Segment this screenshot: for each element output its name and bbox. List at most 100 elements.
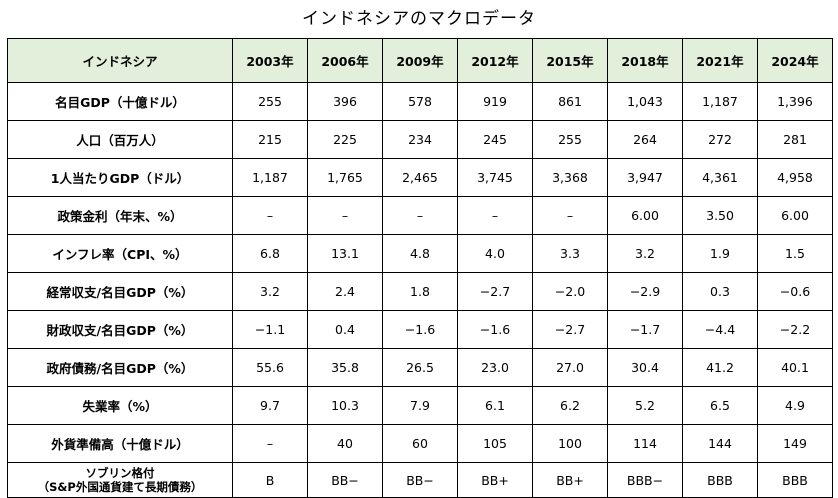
row-label: 失業率（%）: [7, 386, 233, 425]
table-cell: −1.6: [382, 310, 458, 349]
table-cell: −2.7: [457, 272, 533, 311]
row-label: 政府債務/名目GDP（%）: [7, 348, 233, 387]
table-cell: 1.5: [757, 234, 833, 273]
table-cell: 3,947: [607, 158, 683, 197]
table-cell: 4.9: [757, 386, 833, 425]
table-cell: 0.3: [682, 272, 758, 311]
table-cell: B: [232, 462, 308, 498]
table-cell: 1,187: [232, 158, 308, 197]
table-row: 政府債務/名目GDP（%） 55.6 35.8 26.5 23.0 27.0 30.4 41.…: [7, 348, 833, 387]
table-cell: 7.9: [382, 386, 458, 425]
table-cell: 144: [682, 424, 758, 463]
page-title: インドネシアのマクロデータ: [302, 9, 536, 29]
table-cell: 861: [532, 82, 608, 121]
table-cell: BB−: [307, 462, 383, 498]
row-label: インフレ率（CPI、%）: [7, 234, 233, 273]
table-row: 1人当たりGDP（ドル） 1,187 1,765 2,465 3,745 3,368 3,9…: [7, 158, 833, 197]
header-cell: 2009年: [382, 38, 458, 83]
table-cell: BBB: [757, 462, 833, 498]
table-row: インフレ率（CPI、%） 6.8 13.1 4.8 4.0 3.3 3.2 1.9 1.5: [7, 234, 833, 273]
table-cell: 234: [382, 120, 458, 159]
header-cell: 2003年: [232, 38, 308, 83]
table-cell: 3,745: [457, 158, 533, 197]
table-cell: –: [307, 196, 383, 235]
row-label: 1人当たりGDP（ドル）: [7, 158, 233, 197]
table-cell: 4.8: [382, 234, 458, 273]
header-cell: 2024年: [757, 38, 833, 83]
table-cell: 6.00: [607, 196, 683, 235]
table-cell: 13.1: [307, 234, 383, 273]
table-row-sovereign-rating: ソブリン格付 （S&P外国通貨建て長期債務） B BB− BB− BB+ BB+…: [7, 462, 833, 498]
table-cell: 40: [307, 424, 383, 463]
table-row: 人口（百万人） 215 225 234 245 255 264 272 281: [7, 120, 833, 159]
header-cell: インドネシア: [7, 38, 233, 83]
table-cell: BBB: [682, 462, 758, 498]
table-cell: 272: [682, 120, 758, 159]
table-cell: –: [232, 196, 308, 235]
table-cell: 0.4: [307, 310, 383, 349]
row-label: 人口（百万人）: [7, 120, 233, 159]
table-cell: 1,187: [682, 82, 758, 121]
table-cell: –: [457, 196, 533, 235]
table-cell: BB+: [457, 462, 533, 498]
header-cell: 2006年: [307, 38, 383, 83]
table-cell: 255: [532, 120, 608, 159]
table-cell: 919: [457, 82, 533, 121]
table-cell: 245: [457, 120, 533, 159]
table-cell: 4.0: [457, 234, 533, 273]
table-cell: −2.0: [532, 272, 608, 311]
table-cell: –: [232, 424, 308, 463]
table-cell: 3,368: [532, 158, 608, 197]
table-row: 経常収支/名目GDP（%） 3.2 2.4 1.8 −2.7 −2.0 −2.9 0.3 −0.…: [7, 272, 833, 311]
table-cell: 9.7: [232, 386, 308, 425]
table-cell: 215: [232, 120, 308, 159]
table-cell: −1.1: [232, 310, 308, 349]
row-label: 名目GDP（十億ドル）: [7, 82, 233, 121]
table-cell: 225: [307, 120, 383, 159]
table-cell: 6.00: [757, 196, 833, 235]
table-cell: 1,396: [757, 82, 833, 121]
table-cell: 281: [757, 120, 833, 159]
header-cell: 2021年: [682, 38, 758, 83]
table-cell: 3.3: [532, 234, 608, 273]
row-label: 外貨準備高（十億ドル）: [7, 424, 233, 463]
table-cell: 41.2: [682, 348, 758, 387]
table-cell: −4.4: [682, 310, 758, 349]
table-cell: 396: [307, 82, 383, 121]
table-cell: 6.5: [682, 386, 758, 425]
table-cell: −2.2: [757, 310, 833, 349]
row-label: 経常収支/名目GDP（%）: [7, 272, 233, 311]
table-cell: 27.0: [532, 348, 608, 387]
table-cell: 6.1: [457, 386, 533, 425]
header-cell: 2012年: [457, 38, 533, 83]
table-cell: 2,465: [382, 158, 458, 197]
table-cell: −1.6: [457, 310, 533, 349]
table-row: 政策金利（年末、%） – – – – –6.00 3.50 6.00: [7, 196, 833, 235]
table-cell: 2.4: [307, 272, 383, 311]
table-cell: −2.9: [607, 272, 683, 311]
table-cell: −0.6: [757, 272, 833, 311]
table-cell: 1,043: [607, 82, 683, 121]
row-label: 財政収支/名目GDP（%）: [7, 310, 233, 349]
table-cell: 578: [382, 82, 458, 121]
table-header-row: インドネシア 2003年 2006年 2009年 2012年 2015年 201…: [7, 38, 833, 83]
table-cell: 23.0: [457, 348, 533, 387]
row-label: ソブリン格付 （S&P外国通貨建て長期債務）: [7, 462, 233, 498]
row-label-line2: （S&P外国通貨建て長期債務）: [37, 480, 203, 494]
table-cell: 114: [607, 424, 683, 463]
table-cell: –: [532, 196, 608, 235]
table-cell: –: [382, 196, 458, 235]
table-cell: 55.6: [232, 348, 308, 387]
table-cell: 60: [382, 424, 458, 463]
table-cell: 1.9: [682, 234, 758, 273]
table-row: 財政収支/名目GDP（%） −1.1 0.4 −1.6 −1.6 −2.7 −1.7 −4.4…: [7, 310, 833, 349]
table-cell: 255: [232, 82, 308, 121]
table-cell: 4,361: [682, 158, 758, 197]
table-cell: 1.8: [382, 272, 458, 311]
table-row: 外貨準備高（十億ドル） –40 60 105 100 114 144 149: [7, 424, 833, 463]
macro-data-table: インドネシア 2003年 2006年 2009年 2012年 2015年 201…: [7, 38, 833, 498]
table-cell: BB+: [532, 462, 608, 498]
table-cell: 35.8: [307, 348, 383, 387]
table-cell: −1.7: [607, 310, 683, 349]
table-row: 失業率（%） 9.7 10.3 7.9 6.1 6.2 5.2 6.5 4.9: [7, 386, 833, 425]
